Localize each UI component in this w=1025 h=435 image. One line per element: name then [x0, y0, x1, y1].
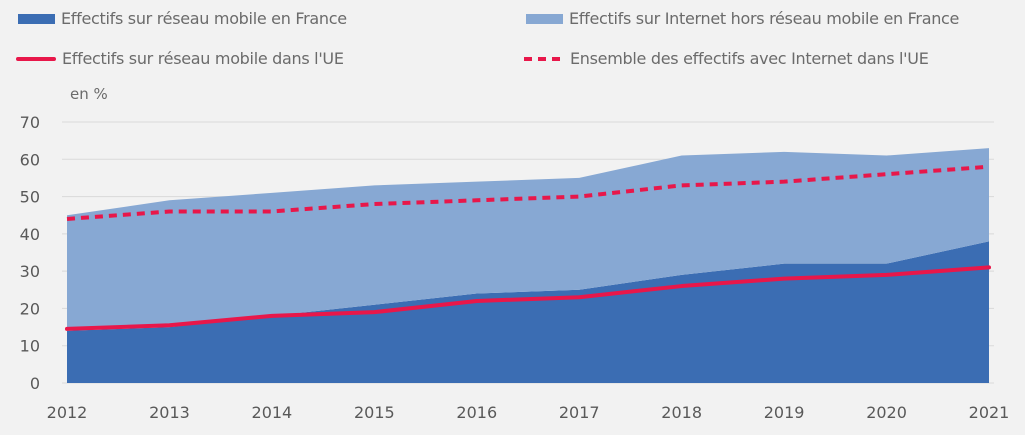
- x-axis-ticks: 2012 2013 2014 2015 2016 2017 2018 2019 2020 2021: [47, 403, 1010, 422]
- y-axis-ticks: 0 10 20 30 40 50 60 70: [20, 113, 40, 393]
- areas: [67, 148, 989, 383]
- x-tick-label: 2020: [866, 403, 907, 422]
- x-tick-label: 2021: [969, 403, 1010, 422]
- legend-label: Effectifs sur réseau mobile en France: [61, 9, 347, 28]
- x-tick-label: 2013: [149, 403, 190, 422]
- y-tick-label: 10: [20, 337, 40, 356]
- y-tick-label: 0: [30, 374, 40, 393]
- unit-label: en %: [70, 85, 108, 103]
- y-tick-label: 20: [20, 299, 40, 318]
- y-tick-label: 60: [20, 150, 40, 169]
- area-series-0: [67, 241, 989, 383]
- lines: [65, 164, 991, 331]
- area-series-1: [67, 148, 989, 331]
- legend-swatch-solid-line: [16, 56, 56, 61]
- y-tick-label: 70: [20, 113, 40, 132]
- legend-label: Effectifs sur Internet hors réseau mobil…: [569, 9, 960, 28]
- y-tick-label: 40: [20, 225, 40, 244]
- y-tick-label: 50: [20, 188, 40, 207]
- legend-item-mobile-eu: Effectifs sur réseau mobile dans l'UE: [16, 49, 344, 68]
- legend-label: Ensemble des effectifs avec Internet dan…: [570, 49, 929, 68]
- x-tick-label: 2012: [47, 403, 88, 422]
- legend-swatch-dashed-line: [524, 56, 560, 61]
- legend-swatch-light-blue: [526, 13, 563, 24]
- legend-item-mobile-france: Effectifs sur réseau mobile en France: [18, 9, 347, 28]
- legend-swatch-dark-blue: [18, 13, 55, 24]
- x-tick-label: 2017: [559, 403, 600, 422]
- x-tick-label: 2019: [764, 403, 805, 422]
- legend-item-total-eu: Ensemble des effectifs avec Internet dan…: [524, 49, 929, 68]
- x-tick-label: 2016: [456, 403, 497, 422]
- legend-item-internet-france: Effectifs sur Internet hors réseau mobil…: [526, 9, 959, 28]
- x-tick-label: 2015: [354, 403, 395, 422]
- x-tick-label: 2018: [661, 403, 702, 422]
- y-tick-label: 30: [20, 262, 40, 281]
- x-tick-label: 2014: [252, 403, 293, 422]
- line-series-0: [65, 265, 991, 331]
- legend-label: Effectifs sur réseau mobile dans l'UE: [62, 49, 344, 68]
